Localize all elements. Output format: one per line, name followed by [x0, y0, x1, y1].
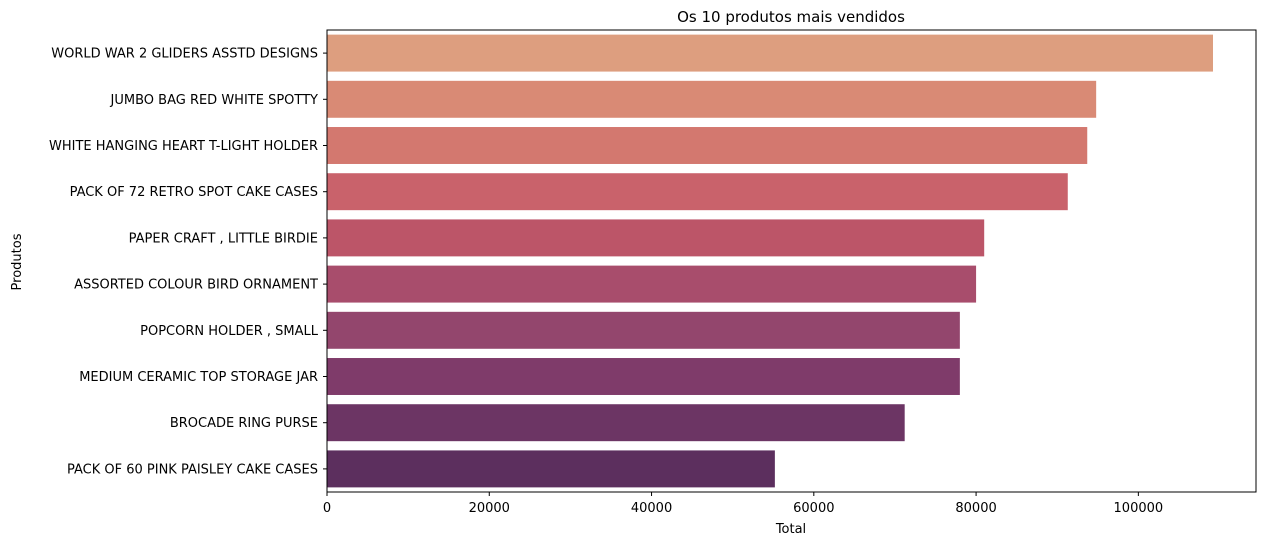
category-label: PACK OF 60 PINK PAISLEY CAKE CASES [67, 462, 318, 477]
category-labels: WORLD WAR 2 GLIDERS ASSTD DESIGNS JUMBO B… [49, 47, 327, 477]
bar-1 [327, 34, 1213, 72]
bar-4 [327, 173, 1068, 211]
bar-8 [327, 358, 960, 395]
category-label: JUMBO BAG RED WHITE SPOTTY [110, 93, 319, 108]
plot-frame [326, 29, 1257, 493]
y-axis-title: Produtos [10, 233, 25, 290]
chart-title: Os 10 produtos mais vendidos [677, 8, 905, 26]
x-tick-label: 100000 [1114, 501, 1164, 516]
bar-5 [327, 219, 985, 257]
x-tick-label: 60000 [793, 501, 834, 516]
x-axis-ticks: 0 20000 40000 60000 80000 100000 [323, 492, 1163, 516]
bar-2 [327, 80, 1097, 118]
category-label: PAPER CRAFT , LITTLE BIRDIE [129, 231, 318, 246]
x-tick-label: 0 [323, 501, 331, 516]
category-label: POPCORN HOLDER , SMALL [140, 324, 319, 339]
x-axis-title: Total [775, 522, 806, 537]
category-label: ASSORTED COLOUR BIRD ORNAMENT [74, 278, 318, 293]
category-label: BROCADE RING PURSE [170, 416, 318, 431]
x-tick-label: 20000 [469, 501, 510, 516]
x-tick-label: 40000 [631, 501, 672, 516]
x-tick-label: 80000 [955, 501, 996, 516]
bar-6 [327, 265, 977, 303]
bar-3 [327, 127, 1088, 164]
bars-group [327, 34, 1213, 488]
category-label: WORLD WAR 2 GLIDERS ASSTD DESIGNS [51, 47, 318, 62]
bar-10 [327, 450, 775, 488]
category-label: WHITE HANGING HEART T-LIGHT HOLDER [49, 139, 318, 154]
bar-9 [327, 404, 905, 442]
category-label: MEDIUM CERAMIC TOP STORAGE JAR [79, 370, 318, 385]
category-label: PACK OF 72 RETRO SPOT CAKE CASES [70, 185, 318, 200]
bar-7 [327, 311, 960, 349]
